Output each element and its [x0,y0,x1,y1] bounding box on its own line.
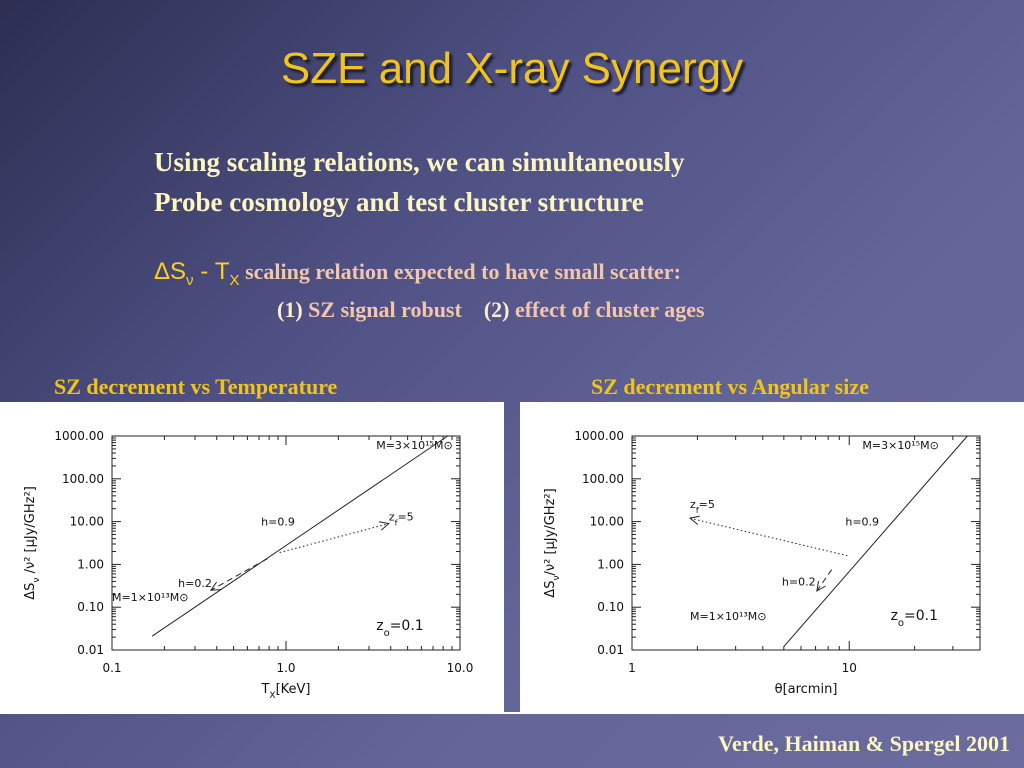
y-tick-label: 0.10 [597,600,624,614]
x-axis-label: θ[arcmin] [775,682,838,697]
annotation-text: z [376,618,383,634]
annotation-text: h=0.9 [845,515,879,528]
y-tick-label: 1000.00 [54,429,104,443]
series-arrowhead [816,581,826,592]
annotation-subscript: o [384,628,390,639]
x-axis-label: TX[KeV] [260,682,310,701]
symbol-dash-t: - T [193,258,230,285]
x-tick-label: 1.0 [276,661,295,675]
chart-caption-angular: SZ decrement vs Angular size [591,374,869,399]
x-tick-label: 0.1 [102,661,121,675]
annotation-subscript: f [696,505,699,514]
point-1-num: (1) [277,297,303,322]
annotation-label: M=1×10¹³M⊙ [690,610,766,623]
series-dotted-line [279,523,389,553]
x-tick-label: 1 [628,661,636,675]
intro-text: Using scaling relations, we can simultan… [154,142,685,222]
point-2-text: effect of cluster ages [514,297,705,322]
symbol-x: X [229,271,240,289]
annotation-text: z [690,498,696,511]
y-tick-label: 100.00 [62,472,104,486]
annotation-label: h=0.2 [782,576,816,589]
intro-line-1: Using scaling relations, we can simultan… [154,147,685,177]
y-axis-label-main: ΔS [23,583,38,600]
series-dashed-line [210,558,268,591]
x-axis-label-unit: [KeV] [276,682,311,697]
annotation-rest: =0.1 [904,608,938,624]
citation: Verde, Haiman & Spergel 2001 [718,731,1010,756]
annotation-label: h=0.9 [845,515,879,528]
series-arrowhead [688,515,700,525]
y-tick-label: 10.00 [590,515,624,529]
slide-title: SZE and X-ray Synergy [280,44,744,93]
annotation-rest: =5 [699,498,715,511]
annotation-text: M=3×10¹⁵M⊙ [862,439,938,452]
annotation-rest: =0.1 [390,618,424,634]
annotation-label: zo=0.1 [891,608,938,629]
scaling-text: scaling relation expected to have small … [245,259,681,284]
annotation-text: z [891,608,898,624]
y-tick-label: 10.00 [70,515,104,529]
y-axis-label-subscript: ν [552,576,562,581]
y-tick-label: 0.01 [77,643,104,657]
footer-divider [0,712,1024,714]
y-tick-label: 1000.00 [574,429,624,443]
x-axis-label-main: θ [775,682,783,697]
annotation-text: z [389,511,395,524]
annotation-text: h=0.2 [178,577,212,590]
series-dashed-line [816,569,833,592]
chart-panel-temperature: 0.01 0.10 1.00 10.00 100.00 1000.00 0.1 1.0 10.0… [0,402,504,712]
y-axis-label: ΔSν /ν² [μJy/GHz²] [23,486,42,600]
chart-caption-temperature: SZ decrement vs Temperature [54,374,338,399]
x-axis-label-subscript: X [269,691,275,701]
chart-angular-size: 0.01 0.10 1.00 10.00 100.00 1000.00 1 10 M=3×10¹… [543,429,981,697]
annotation-label: M=3×10¹⁵M⊙ [862,439,938,452]
annotation-label: M=1×10¹³M⊙ [112,591,188,604]
y-tick-label: 1.00 [597,557,624,571]
chart-panel-angular: 0.01 0.10 1.00 10.00 100.00 1000.00 1 10 M=3×10¹… [520,402,1024,712]
x-axis-label-main: T [260,682,269,697]
annotation-label: zo=0.1 [376,618,423,639]
annotation-label: M=3×10¹⁵M⊙ [376,439,452,452]
scaling-relation-line: ΔSν - TX scaling relation expected to ha… [154,258,681,289]
series-arrowhead [209,581,221,591]
annotation-subscript: f [395,518,398,527]
point-2-num: (2) [483,297,510,322]
y-tick-label: 0.10 [77,600,104,614]
annotation-label: h=0.2 [178,577,212,590]
y-axis-label-main: ΔS [543,581,558,598]
y-tick-label: 0.01 [597,643,624,657]
y-axis-label-rest: /ν² [μJy/GHz²] [23,486,38,577]
plot-frame [631,435,981,651]
annotation-text: M=1×10¹³M⊙ [112,591,188,604]
x-axis-label-unit: [arcmin] [783,682,838,697]
y-axis-label: ΔSν/ν² [μJy/GHz²] [543,488,562,597]
annotation-text: M=1×10¹³M⊙ [690,610,766,623]
x-tick-label: 10.0 [447,661,474,675]
x-tick-label: 10 [842,661,857,675]
annotation-label: h=0.9 [261,515,295,528]
y-tick-label: 1.00 [77,557,104,571]
intro-line-2: Probe cosmology and test cluster structu… [154,187,644,217]
annotation-text: M=3×10¹⁵M⊙ [376,439,452,452]
annotation-text: h=0.2 [782,576,816,589]
points-line: (1) SZ signal robust (2) effect of clust… [277,297,705,323]
series-arrowhead [378,521,390,531]
series-solid-line [151,435,448,637]
symbol-nu: ν [186,271,194,289]
scaling-symbol: ΔSν - TX [154,258,240,289]
annotation-label: zf=5 [690,498,715,515]
annotation-rest: =5 [397,511,413,524]
point-1-text: SZ signal robust [308,297,462,322]
symbol-delta-s: ΔS [154,258,187,285]
y-axis-label-rest: /ν² [μJy/GHz²] [543,488,558,575]
series-dotted-line [689,517,848,557]
annotation-label: zf=5 [389,511,414,528]
annotation-subscript: o [898,618,904,629]
annotation-text: h=0.9 [261,515,295,528]
series-solid-line [783,435,968,647]
y-axis-label-subscript: ν [32,578,42,583]
chart-temperature: 0.01 0.10 1.00 10.00 100.00 1000.00 0.1 1.0 10.0… [23,429,474,701]
y-tick-label: 100.00 [582,472,624,486]
